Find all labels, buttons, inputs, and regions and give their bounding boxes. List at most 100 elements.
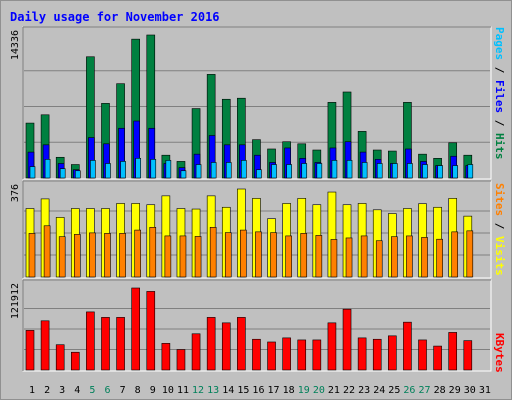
legend-sites-visits: Sites / Visits bbox=[493, 183, 506, 276]
bar-kbytes-day-5 bbox=[86, 311, 95, 371]
bar-pages-day-2 bbox=[44, 159, 51, 179]
bar-kbytes-day-20 bbox=[312, 339, 322, 371]
bar-sites-day-21 bbox=[330, 239, 338, 278]
bar-pages-day-26 bbox=[407, 163, 413, 179]
bar-sites-day-27 bbox=[421, 237, 428, 278]
bar-sites-day-17 bbox=[270, 232, 277, 278]
bar-pages-day-10 bbox=[165, 160, 172, 179]
bar-kbytes-day-3 bbox=[55, 344, 65, 371]
panel-2-ymax-label: 376 bbox=[10, 184, 21, 202]
bar-kbytes-day-17 bbox=[267, 341, 276, 371]
bar-pages-day-4 bbox=[74, 170, 81, 179]
x-tick-label-day-13: 13 bbox=[207, 385, 219, 396]
bar-kbytes-day-25 bbox=[388, 335, 397, 371]
bar-sites-day-19 bbox=[300, 233, 308, 278]
legend-pages-files-hits-part-3: Files bbox=[493, 80, 506, 113]
bar-kbytes-day-16 bbox=[252, 338, 261, 371]
panel-1-ymax-label: 14336 bbox=[10, 30, 21, 60]
bar-pages-day-28 bbox=[437, 165, 443, 179]
bar-pages-day-19 bbox=[301, 163, 308, 179]
x-tick-label-day-6: 6 bbox=[104, 385, 110, 396]
bar-pages-day-12 bbox=[195, 164, 202, 179]
bar-pages-day-17 bbox=[271, 164, 277, 179]
bar-kbytes-day-4 bbox=[70, 351, 80, 371]
bar-pages-day-13 bbox=[210, 162, 217, 179]
x-tick-label-day-27: 27 bbox=[418, 385, 430, 396]
bar-kbytes-day-7 bbox=[116, 317, 125, 371]
bar-kbytes-day-19 bbox=[297, 339, 307, 371]
bar-kbytes-day-14 bbox=[221, 322, 231, 371]
bar-sites-day-24 bbox=[375, 240, 383, 278]
chart-title: Daily usage for November 2016 bbox=[10, 10, 220, 24]
bar-kbytes-day-15 bbox=[237, 317, 246, 371]
bar-pages-day-14 bbox=[225, 162, 232, 179]
legend-sites-visits-part-2: / bbox=[493, 216, 506, 236]
bar-pages-day-5 bbox=[90, 160, 96, 179]
bar-sites-day-30 bbox=[466, 230, 474, 278]
bar-pages-day-20 bbox=[316, 163, 323, 179]
bar-sites-day-4 bbox=[73, 234, 81, 278]
bar-sites-day-26 bbox=[406, 235, 413, 278]
x-tick-label-day-20: 20 bbox=[313, 385, 325, 396]
x-tick-label-day-30: 30 bbox=[464, 385, 476, 396]
bar-pages-day-9 bbox=[150, 159, 157, 179]
x-tick-label-day-4: 4 bbox=[74, 385, 80, 396]
bar-sites-day-2 bbox=[43, 225, 51, 278]
bar-sites-day-9 bbox=[149, 226, 157, 278]
bar-kbytes-day-26 bbox=[403, 321, 412, 371]
legend-kbytes: KBytes bbox=[493, 333, 506, 373]
x-tick-label-day-23: 23 bbox=[358, 385, 370, 396]
bar-pages-day-16 bbox=[256, 169, 262, 179]
bar-kbytes-day-30 bbox=[463, 340, 473, 371]
bar-sites-day-6 bbox=[104, 233, 111, 278]
bar-sites-day-23 bbox=[360, 235, 368, 278]
bar-kbytes-day-28 bbox=[433, 345, 442, 371]
bar-pages-day-11 bbox=[180, 170, 187, 179]
x-tick-label-day-18: 18 bbox=[283, 385, 295, 396]
x-tick-label-day-31: 31 bbox=[479, 385, 491, 396]
x-tick-label-day-3: 3 bbox=[59, 385, 65, 396]
bar-kbytes-day-22 bbox=[342, 308, 352, 371]
bar-sites-day-12 bbox=[194, 236, 202, 278]
bar-kbytes-day-10 bbox=[161, 343, 171, 371]
bar-kbytes-day-1 bbox=[25, 330, 35, 371]
bar-pages-day-15 bbox=[241, 160, 247, 179]
bar-pages-day-18 bbox=[286, 164, 292, 179]
x-tick-label-day-17: 17 bbox=[268, 385, 280, 396]
bar-sites-day-15 bbox=[240, 229, 247, 278]
bar-pages-day-27 bbox=[422, 164, 428, 179]
bar-sites-day-10 bbox=[164, 235, 172, 278]
x-tick-label-day-2: 2 bbox=[44, 385, 50, 396]
legend-kbytes-part-1: KBytes bbox=[493, 333, 506, 373]
legend-pages-files-hits: Pages / Files / Hits bbox=[493, 27, 506, 160]
bar-sites-day-3 bbox=[58, 236, 66, 278]
bar-sites-day-16 bbox=[255, 231, 262, 278]
x-tick-label-day-22: 22 bbox=[343, 385, 355, 396]
legend-pages-files-hits-part-4: / bbox=[493, 113, 506, 133]
bar-pages-day-1 bbox=[29, 166, 36, 179]
legend-pages-files-hits-part-2: / bbox=[493, 60, 506, 80]
bar-kbytes-day-24 bbox=[372, 338, 382, 371]
bar-sites-day-20 bbox=[315, 235, 323, 278]
x-tick-label-day-8: 8 bbox=[135, 385, 141, 396]
bar-kbytes-day-8 bbox=[131, 287, 140, 371]
bar-pages-day-22 bbox=[346, 160, 353, 179]
x-tick-label-day-16: 16 bbox=[252, 385, 264, 396]
bar-sites-day-18 bbox=[285, 235, 292, 278]
bar-kbytes-day-21 bbox=[327, 322, 337, 371]
bar-pages-day-6 bbox=[105, 163, 111, 179]
bar-kbytes-day-12 bbox=[191, 333, 201, 371]
bar-kbytes-day-18 bbox=[282, 337, 291, 371]
bar-pages-day-24 bbox=[376, 163, 383, 179]
x-tick-label-day-15: 15 bbox=[237, 385, 249, 396]
bar-kbytes-day-13 bbox=[206, 317, 216, 371]
bar-pages-day-23 bbox=[361, 162, 368, 179]
x-tick-label-day-29: 29 bbox=[449, 385, 461, 396]
bar-sites-day-11 bbox=[179, 235, 187, 278]
bar-sites-day-7 bbox=[119, 233, 126, 278]
bar-sites-day-8 bbox=[134, 229, 141, 278]
bar-pages-day-3 bbox=[59, 168, 66, 179]
bar-pages-day-25 bbox=[392, 163, 398, 179]
